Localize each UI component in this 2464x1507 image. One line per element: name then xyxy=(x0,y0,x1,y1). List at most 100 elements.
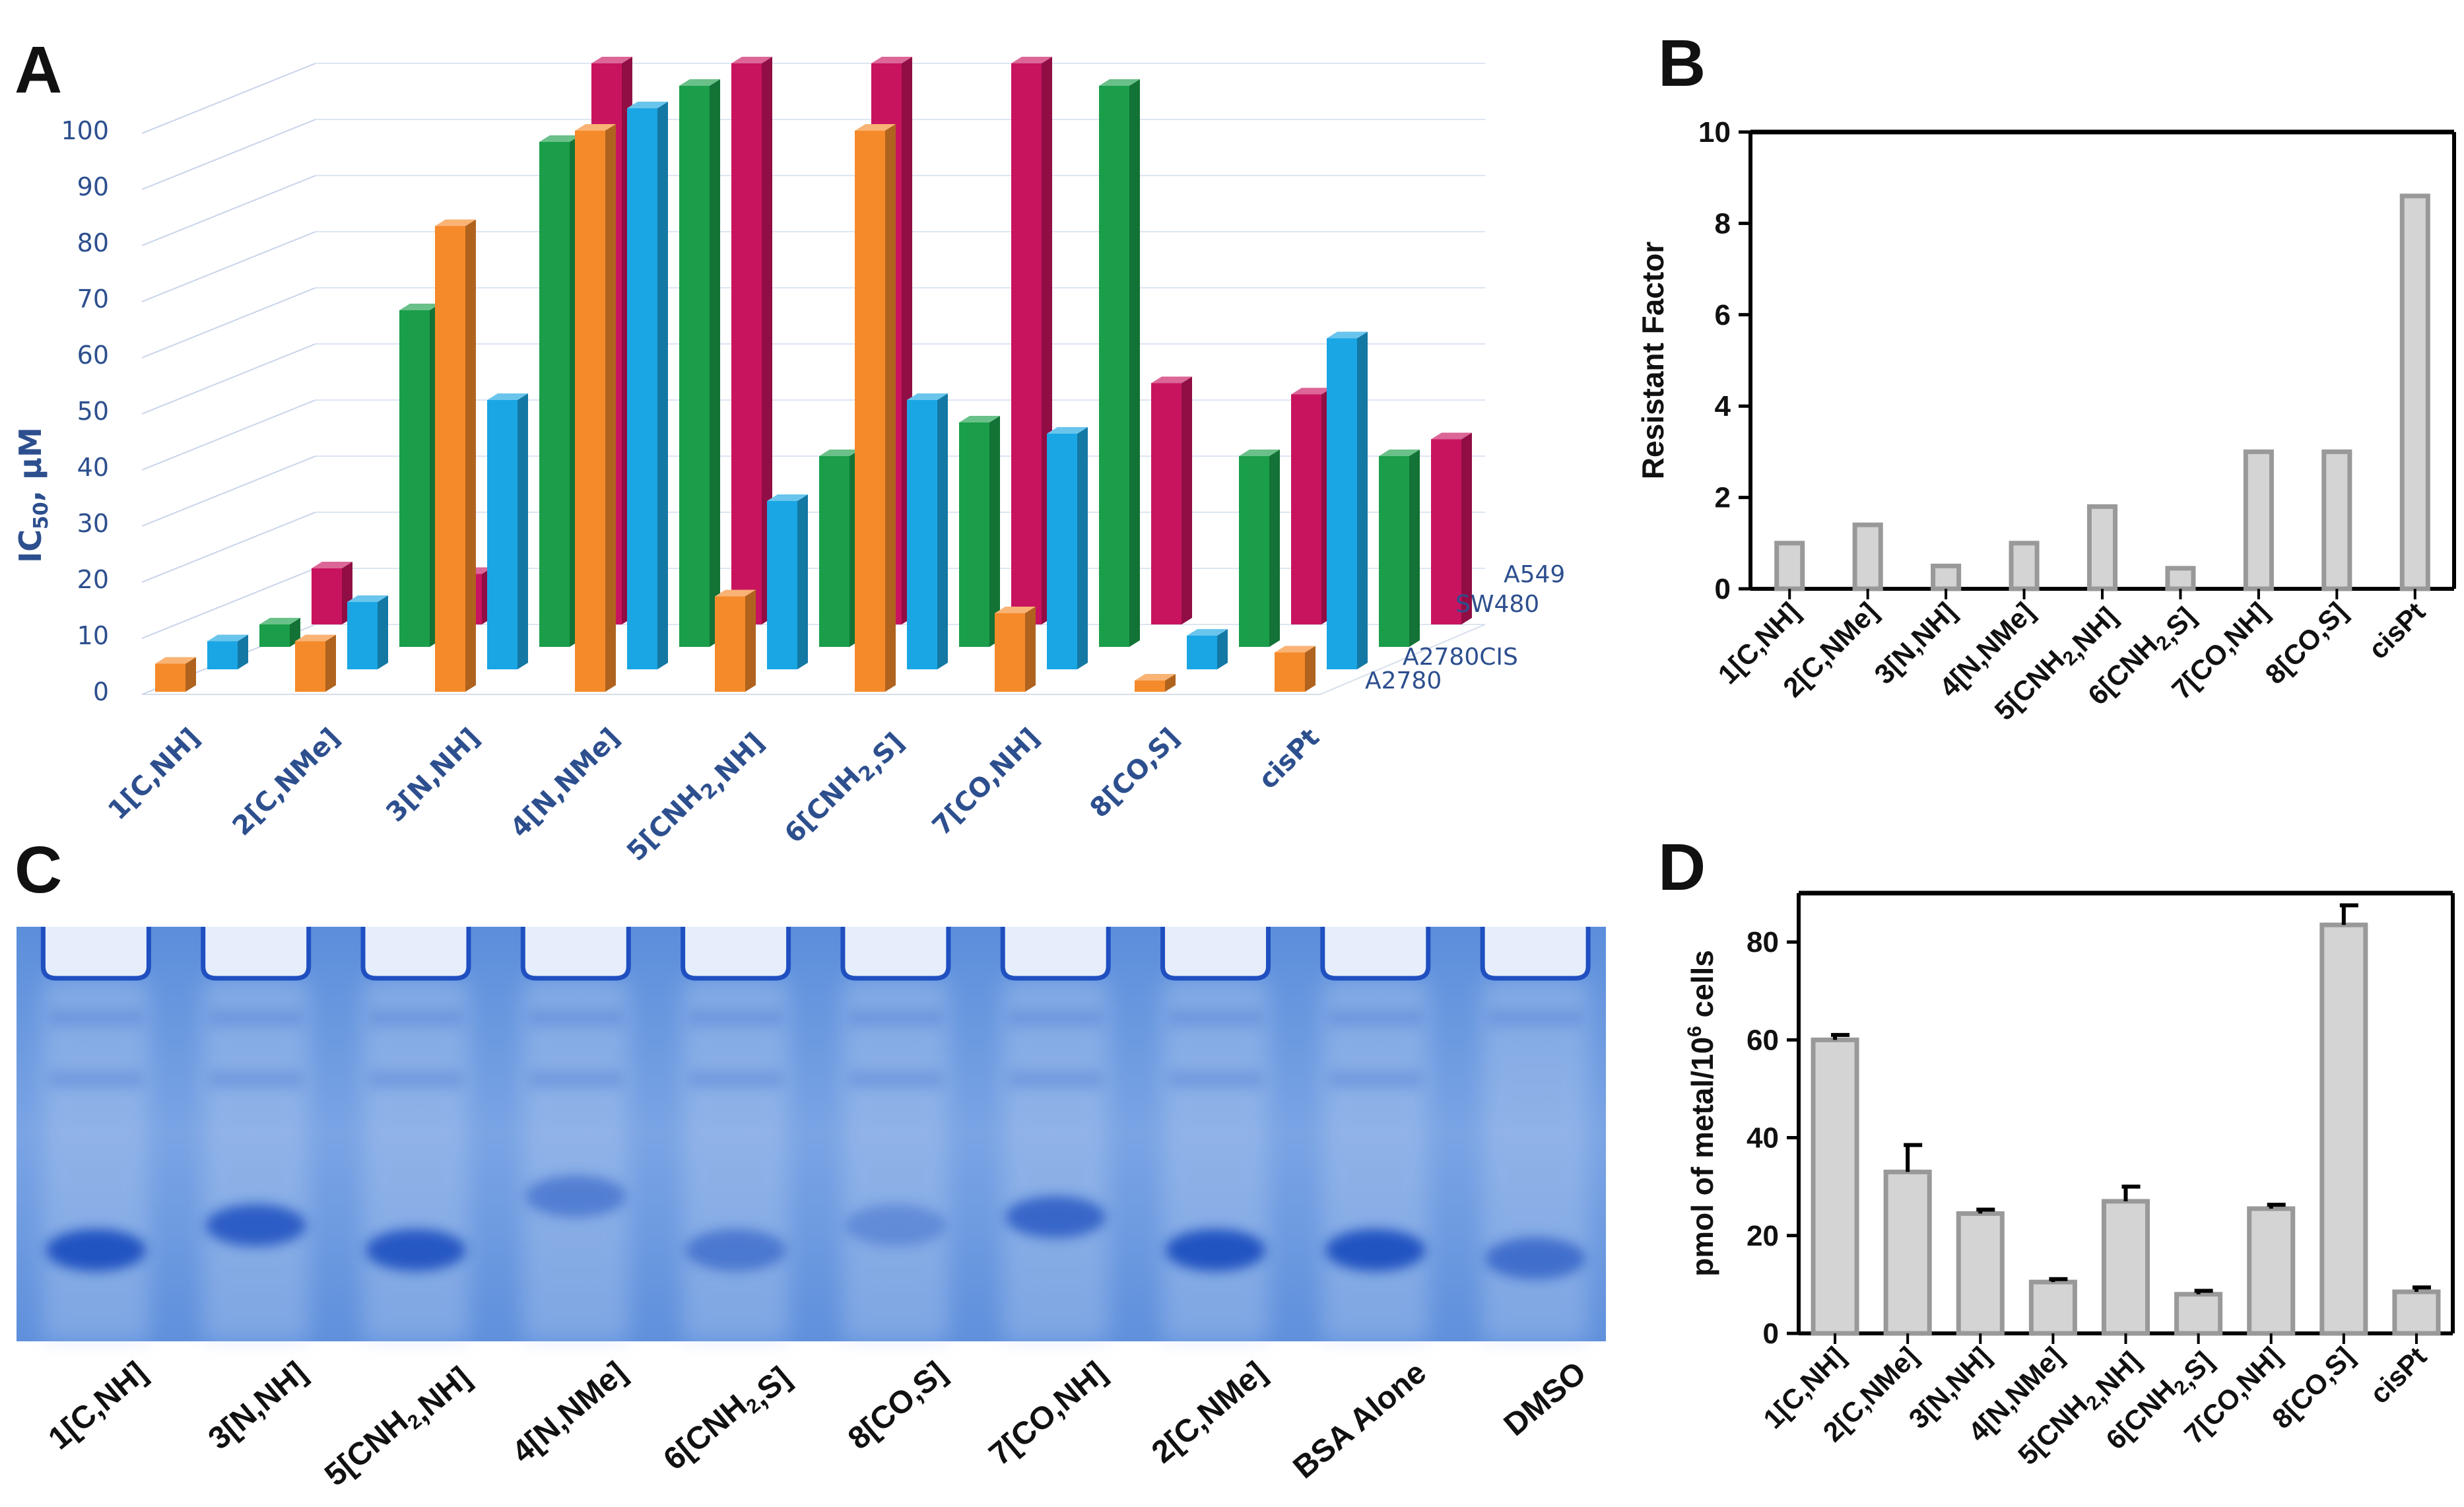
y-tick-label: 0 xyxy=(1763,1318,1779,1350)
gel-lane-label: 7[CO,NH] xyxy=(983,1355,1113,1473)
a-y-tick: 50 xyxy=(77,397,109,426)
gel-lane-label: BSA Alone xyxy=(1287,1355,1433,1486)
bar-8-co-s xyxy=(2321,449,2352,591)
gel-lane-label: DMSO xyxy=(1498,1355,1593,1443)
gel-lane-body xyxy=(842,980,949,1341)
gel-minor-band xyxy=(529,1071,622,1088)
gel-well xyxy=(40,927,151,981)
y-tick-label: 20 xyxy=(1747,1220,1779,1252)
a-bar-a2780cis-cispt xyxy=(1327,331,1368,669)
a-bar-a2780-3-n-nh xyxy=(435,219,476,692)
gel-lane-label: 8[CO,S] xyxy=(842,1355,953,1457)
bar-cispt xyxy=(2392,1289,2441,1336)
bar-3-n-nh xyxy=(1956,1211,2005,1336)
a-bar-sw480-cispt xyxy=(1379,450,1420,647)
a-bar-sw480-1-c-nh xyxy=(259,618,300,647)
gel-lane-label: 1[C,NH] xyxy=(42,1355,154,1457)
gel-lane-label: 4[N,NMe] xyxy=(506,1355,633,1470)
gel-lane-label: 2[C,NMe] xyxy=(1145,1355,1273,1470)
y-axis-label: Resistant Factor xyxy=(1636,242,1670,480)
a-bar-a2780-cispt xyxy=(1275,646,1315,692)
gel-minor-band xyxy=(209,1009,302,1026)
a-category-label: 2[C,NMe] xyxy=(227,723,347,842)
bar-2-c-nme xyxy=(1852,522,1883,591)
a-category-label: 7[CO,NH] xyxy=(927,723,1046,842)
gel-lane-label: 5[CNH2,NH] xyxy=(318,1355,477,1498)
a-legend-a2780: A2780 xyxy=(1365,667,1442,694)
gel-well xyxy=(681,927,791,981)
a-bar-sw480-7-co-nh xyxy=(1099,79,1140,647)
gel-well xyxy=(520,927,631,981)
a-gridline-side xyxy=(141,287,316,358)
gel-minor-band xyxy=(849,1071,942,1088)
a-bar-sw480-3-n-nh xyxy=(539,135,580,647)
a-bar-a2780-5-cnh2-nh xyxy=(715,589,756,692)
gel-lane-label: 3[N,NH] xyxy=(202,1355,314,1457)
bar-6-cnh2-s xyxy=(2174,1292,2223,1336)
a-gridline-side xyxy=(141,175,316,246)
gel-minor-band xyxy=(1329,1009,1422,1026)
a-bar-a549-6-cnh2-s xyxy=(1011,57,1052,624)
a-gridline-side xyxy=(141,343,316,415)
a-bar-a2780-1-c-nh xyxy=(155,657,196,692)
bar-cispt xyxy=(2399,193,2430,591)
y-tick-label: 10 xyxy=(1698,116,1731,149)
a-legend-sw480: SW480 xyxy=(1455,591,1539,618)
bar-3-n-nh xyxy=(1931,563,1962,591)
gel-main-band-bsa-alone xyxy=(1325,1228,1426,1271)
a-bar-a2780cis-6-cnh2-s xyxy=(907,393,948,669)
gel-lane-label: 6[CNH2,S] xyxy=(657,1355,797,1483)
gel-main-band-8-co-s xyxy=(845,1204,946,1247)
a-bar-a549-8-co-s xyxy=(1291,387,1332,624)
gel-lane-body xyxy=(1003,980,1109,1341)
a-bar-a2780cis-3-n-nh xyxy=(487,393,528,669)
gel-main-band-2-c-nme xyxy=(1165,1228,1266,1271)
y-tick-label: 60 xyxy=(1747,1024,1779,1056)
gel-minor-band xyxy=(689,1071,782,1088)
y-axis-label: pmol of metal/106 cells xyxy=(1684,950,1719,1277)
a-floor-edge xyxy=(1319,624,1486,695)
bar-8-co-s xyxy=(2319,922,2368,1336)
panel-c-letter: C xyxy=(15,833,62,907)
bar-7-co-nh xyxy=(2243,449,2274,591)
a-bar-a2780cis-1-c-nh xyxy=(207,634,248,669)
a-y-tick: 100 xyxy=(61,116,109,145)
a-y-tick: 80 xyxy=(77,228,109,257)
a-bar-sw480-6-cnh2-s xyxy=(959,416,1000,647)
a-bar-a2780cis-8-co-s xyxy=(1187,629,1228,669)
y-tick-label: 2 xyxy=(1715,482,1731,514)
x-category-label: cisPt xyxy=(2362,596,2431,665)
a-bar-a2780-7-co-nh xyxy=(995,607,1036,692)
a-bar-a2780-6-cnh2-s xyxy=(855,124,896,692)
a-category-label: 6[CNH2,S] xyxy=(779,723,910,854)
a-category-label: cisPt xyxy=(1253,723,1325,795)
gel-main-band-6-cnh2-s xyxy=(685,1228,786,1271)
bar-4-n-nme xyxy=(2028,1279,2077,1336)
a-category-label: 1[C,NH] xyxy=(102,723,206,826)
y-tick-label: 6 xyxy=(1715,299,1731,331)
bar-5-cnh2-nh xyxy=(2101,1199,2150,1336)
a-gridline-side xyxy=(141,455,316,527)
a-bar-a549-cispt xyxy=(1431,432,1472,624)
gel-minor-band xyxy=(1169,1071,1262,1088)
gel-minor-band xyxy=(529,1009,622,1026)
a-category-label: 8[CO,S] xyxy=(1084,723,1185,824)
a-bar-a549-4-n-nme xyxy=(731,57,772,624)
a-bar-sw480-4-n-nme xyxy=(679,79,720,647)
y-tick-label: 4 xyxy=(1715,390,1731,422)
a-y-tick: 40 xyxy=(77,453,109,482)
gel-main-band-5-cnh2-nh xyxy=(366,1228,466,1271)
gel-minor-band xyxy=(1489,1009,1582,1026)
gel-lane-body xyxy=(683,980,789,1341)
a-category-label: 4[N,NMe] xyxy=(505,723,626,844)
gel-minor-band xyxy=(50,1009,143,1026)
gel-lane-body xyxy=(363,980,469,1341)
gel-minor-band xyxy=(209,1071,302,1088)
gel-minor-band xyxy=(50,1071,143,1088)
bar-7-co-nh xyxy=(2247,1206,2296,1336)
a-bar-a2780-8-co-s xyxy=(1135,674,1176,692)
a-category-label: 5[CNH2,NH] xyxy=(621,723,770,872)
gel-well xyxy=(1160,927,1271,981)
panel-b-letter: B xyxy=(1658,26,1706,100)
